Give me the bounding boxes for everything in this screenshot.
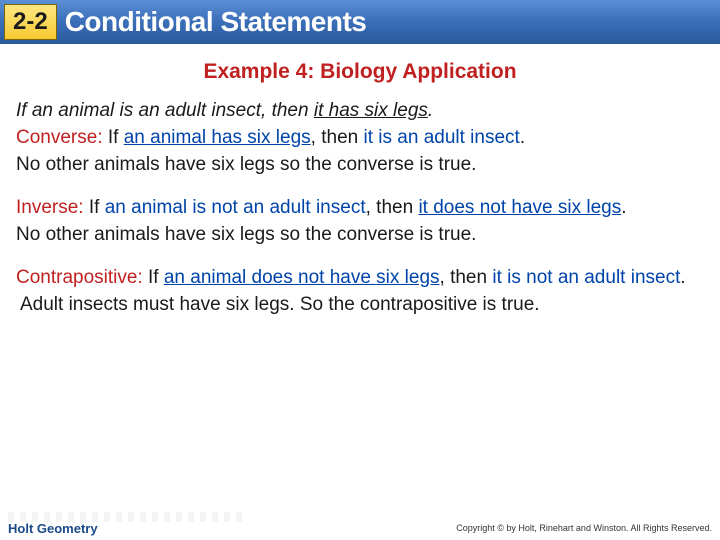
converse-block: Converse: If an animal has six legs, the… [16,125,704,177]
cond-prefix: If [16,100,32,121]
inverse-pre: If [84,197,105,218]
contra-conc: an animal does not have six legs [164,267,440,288]
inverse-label: Inverse: [16,197,84,218]
inverse-explain: No other animals have six legs so the co… [16,222,704,247]
inverse-conc: it does not have six legs [418,197,621,218]
cond-suffix: . [428,100,433,121]
inverse-line: Inverse: If an animal is not an adult in… [16,195,704,220]
lesson-number-box: 2-2 [4,4,57,40]
footer-copyright: Copyright © by Holt, Rinehart and Winsto… [456,523,712,533]
footer: Holt Geometry Copyright © by Holt, Rineh… [0,518,720,540]
contra-mid: , then [440,267,493,288]
inverse-hyp: an animal is not an adult insect [105,197,366,218]
converse-explain: No other animals have six legs so the co… [16,152,704,177]
conditional-statement: If an animal is an adult insect, then it… [16,98,704,123]
contrapositive-explain: Adult insects must have six legs. So the… [16,292,704,317]
page-title: Conditional Statements [65,6,367,38]
contrapositive-block: Contrapositive: If an animal does not ha… [16,265,704,317]
converse-post: . [520,127,525,148]
cond-conclusion: it has six legs [314,100,428,121]
footer-brand: Holt Geometry [8,521,98,536]
contrapositive-label: Contrapositive: [16,267,143,288]
content-area: If an animal is an adult insect, then it… [0,98,720,318]
cond-hypothesis: an animal is an adult insect [32,100,261,121]
header-bar: 2-2 Conditional Statements [0,0,720,44]
cond-mid: , then [261,100,314,121]
inverse-post: . [621,197,626,218]
contra-hyp: it is not an adult insect [492,267,680,288]
contrapositive-line: Contrapositive: If an animal does not ha… [16,265,704,290]
contra-post: . [680,267,685,288]
converse-mid: , then [311,127,364,148]
converse-pre: If [103,127,124,148]
converse-line: Converse: If an animal has six legs, the… [16,125,704,150]
inverse-block: Inverse: If an animal is not an adult in… [16,195,704,247]
inverse-mid: , then [366,197,419,218]
example-subtitle: Example 4: Biology Application [0,60,720,84]
converse-label: Converse: [16,127,103,148]
converse-conc: an animal has six legs [124,127,311,148]
lesson-number: 2-2 [13,8,48,36]
converse-hyp: it is an adult insect [364,127,520,148]
contra-pre: If [143,267,164,288]
